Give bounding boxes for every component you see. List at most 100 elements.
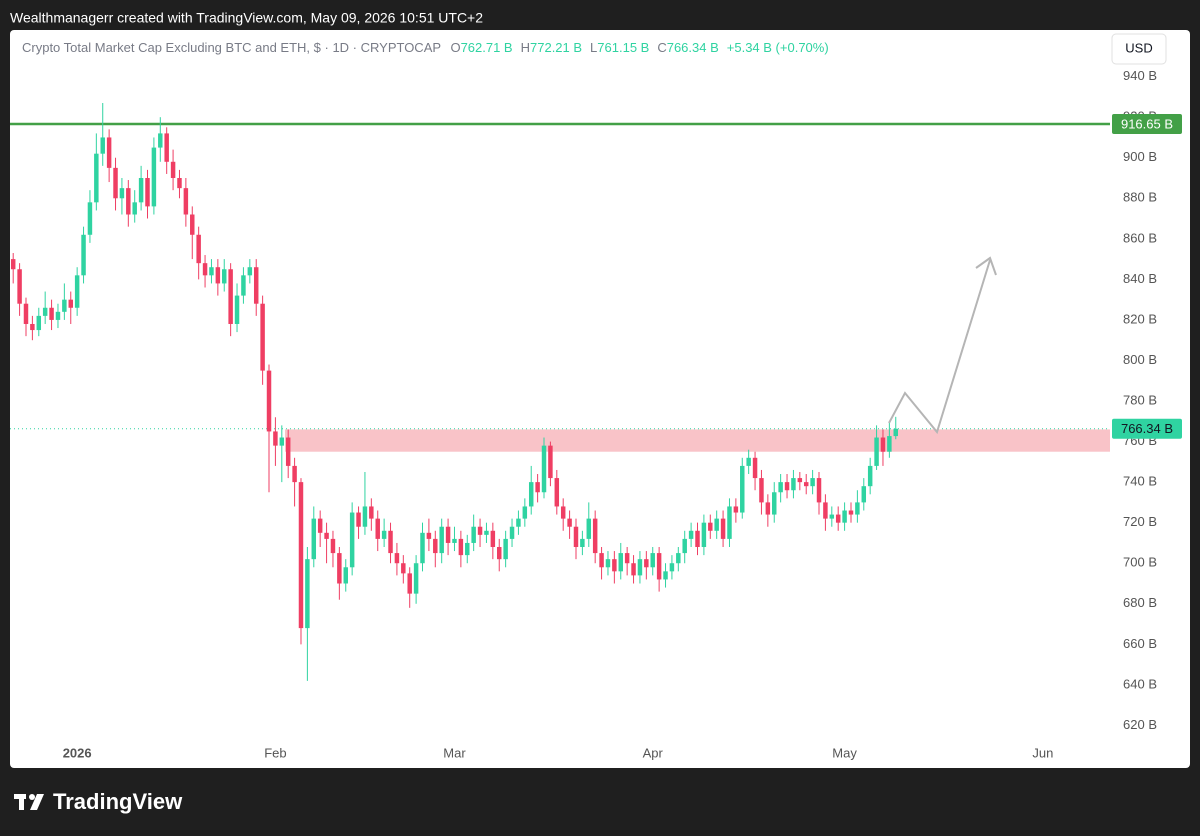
logo-part: [30, 794, 44, 810]
candle-body: [317, 518, 323, 533]
forecast-arrow: [888, 259, 991, 435]
candle-body: [74, 275, 80, 308]
candle-body: [55, 311, 61, 320]
candle-body: [573, 526, 579, 548]
currency-button[interactable]: [1111, 33, 1167, 65]
y-tick-label: 840 B: [1123, 271, 1157, 286]
candle-body: [580, 538, 585, 548]
candle-body: [772, 492, 777, 515]
candle-body: [158, 133, 163, 148]
candle-body: [791, 478, 796, 491]
candle-body: [388, 530, 393, 554]
candle-body: [586, 518, 592, 539]
candle-body: [413, 563, 419, 594]
candle-body: [759, 478, 764, 503]
candle-body: [138, 178, 144, 203]
candle-body: [612, 559, 617, 572]
candle-body: [465, 542, 470, 556]
x-tick-label: Feb: [264, 745, 286, 760]
candle-body: [701, 522, 707, 548]
candle-body: [624, 553, 630, 564]
candle-body: [509, 526, 515, 539]
brand-logo: [14, 794, 44, 810]
candle-body: [81, 234, 86, 276]
candle-body: [426, 532, 432, 539]
candle-body: [343, 567, 348, 584]
candle-body: [708, 522, 713, 531]
level-label-box: [1112, 113, 1182, 134]
candle-body: [605, 559, 611, 568]
candle-body: [253, 267, 259, 304]
candle-body: [803, 482, 809, 487]
y-tick-label: 740 B: [1123, 474, 1157, 489]
candle-body: [637, 559, 643, 576]
candle-body: [810, 478, 815, 487]
y-tick-label: 700 B: [1123, 555, 1157, 570]
candle-body: [823, 502, 828, 519]
candle-body: [874, 437, 879, 466]
candle-body: [369, 506, 374, 519]
logo-part: [19, 794, 24, 810]
candle-body: [132, 202, 137, 215]
candle-body: [228, 269, 233, 324]
x-tick-label: Mar: [443, 745, 466, 760]
ohlc-value: 766.34 B: [667, 40, 719, 55]
y-tick-label: 680 B: [1123, 595, 1157, 610]
candle-body: [62, 299, 67, 312]
currency[interactable]: USD: [1125, 40, 1152, 55]
candle-body: [490, 530, 496, 548]
logo-part: [29, 794, 35, 800]
candle-body: [842, 510, 847, 523]
candle-body: [445, 526, 451, 543]
candle-body: [714, 518, 719, 531]
candle-body: [439, 526, 444, 554]
x-tick-label: Apr: [643, 745, 664, 760]
candle-body: [356, 512, 361, 527]
candle-body: [279, 437, 285, 446]
candle-body: [87, 202, 93, 235]
candle-body: [650, 553, 655, 568]
candle-body: [746, 457, 751, 466]
candle-body: [676, 553, 681, 564]
candle-body: [516, 518, 521, 527]
candle-body: [535, 482, 540, 493]
candle-body: [407, 573, 412, 594]
y-tick-label: 940 B: [1123, 68, 1157, 83]
y-tick-label: 860 B: [1123, 230, 1157, 245]
candle-body: [145, 178, 150, 207]
candle-body: [503, 538, 508, 560]
y-tick-label: 780 B: [1123, 392, 1157, 407]
y-tick-label: 720 B: [1123, 514, 1157, 529]
candle-body: [477, 526, 483, 535]
candle-body: [177, 178, 182, 189]
candle-body: [49, 307, 54, 320]
candle-body: [618, 553, 623, 572]
ohlc-key: O: [450, 40, 460, 55]
chart-panel: [10, 30, 1190, 768]
candle-body: [337, 553, 342, 584]
candle-body: [394, 553, 400, 564]
candle-body: [644, 559, 649, 568]
candle-body: [330, 538, 336, 554]
candle-body: [631, 563, 636, 576]
candle-body: [458, 538, 464, 556]
candle-body: [893, 428, 898, 437]
arrow-head: [975, 256, 997, 276]
level-label: 916.65 B: [1121, 116, 1173, 131]
change: +5.34 B (+0.70%): [727, 40, 829, 55]
candle-body: [215, 267, 221, 284]
candle-body: [362, 506, 368, 527]
ohlc-value: 772.21 B: [530, 40, 582, 55]
candle-body: [209, 267, 214, 276]
candle-body: [861, 486, 867, 503]
candle-body: [42, 307, 48, 316]
x-tick-label: Jun: [1032, 745, 1053, 760]
y-tick-label: 660 B: [1123, 636, 1157, 651]
candle-body: [10, 259, 16, 270]
x-tick-label: 2026: [63, 745, 92, 760]
candle-body: [720, 518, 726, 539]
candle-body: [285, 437, 291, 466]
candle-body: [765, 502, 771, 515]
candle-body: [170, 161, 176, 179]
